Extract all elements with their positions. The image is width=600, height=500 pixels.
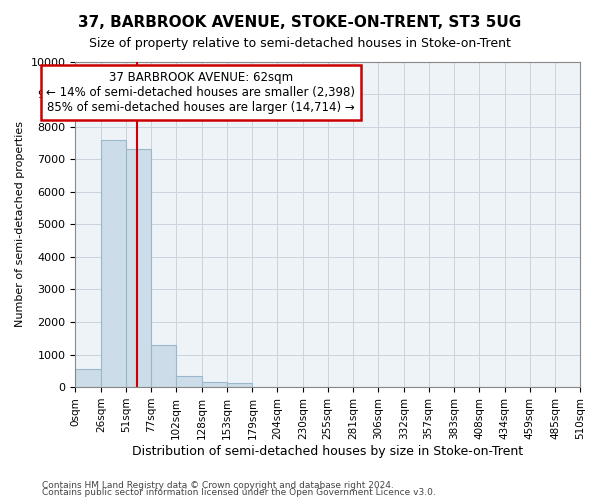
Text: 37 BARBROOK AVENUE: 62sqm
← 14% of semi-detached houses are smaller (2,398)
85% : 37 BARBROOK AVENUE: 62sqm ← 14% of semi-…	[46, 72, 355, 114]
Bar	[176, 376, 202, 387]
Text: Contains public sector information licensed under the Open Government Licence v3: Contains public sector information licen…	[42, 488, 436, 497]
Bar	[75, 369, 101, 387]
Y-axis label: Number of semi-detached properties: Number of semi-detached properties	[15, 122, 25, 328]
Bar	[227, 383, 253, 387]
Text: Contains HM Land Registry data © Crown copyright and database right 2024.: Contains HM Land Registry data © Crown c…	[42, 480, 394, 490]
Bar	[202, 382, 227, 387]
Bar	[151, 345, 176, 387]
Bar	[101, 140, 126, 387]
Text: Size of property relative to semi-detached houses in Stoke-on-Trent: Size of property relative to semi-detach…	[89, 38, 511, 51]
Text: 37, BARBROOK AVENUE, STOKE-ON-TRENT, ST3 5UG: 37, BARBROOK AVENUE, STOKE-ON-TRENT, ST3…	[79, 15, 521, 30]
Bar	[126, 150, 151, 387]
X-axis label: Distribution of semi-detached houses by size in Stoke-on-Trent: Distribution of semi-detached houses by …	[132, 444, 523, 458]
